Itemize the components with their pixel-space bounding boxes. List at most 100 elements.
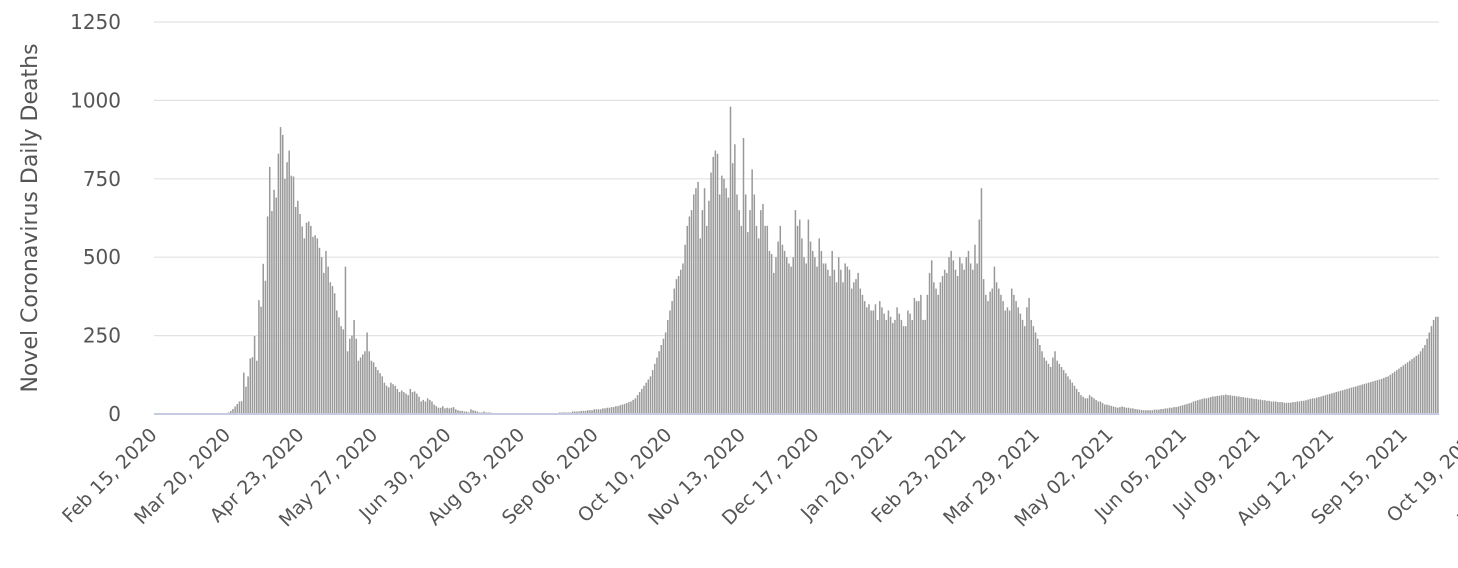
bar (619, 405, 621, 414)
bar (1091, 396, 1093, 414)
bar (954, 269, 957, 414)
bar (1086, 398, 1089, 414)
bar (230, 410, 232, 414)
bar (617, 406, 619, 414)
bar (1430, 326, 1433, 414)
bar (1002, 301, 1004, 414)
bar (1259, 399, 1262, 414)
bar (1112, 406, 1115, 414)
bar (1175, 407, 1177, 414)
bar (662, 338, 665, 414)
bar (933, 282, 935, 414)
bar (1372, 381, 1374, 414)
bar (338, 317, 340, 414)
bar (870, 310, 872, 414)
bar (1034, 332, 1037, 414)
bar (974, 244, 976, 414)
bar (1173, 407, 1175, 414)
bar (987, 301, 989, 414)
bar (1244, 397, 1247, 414)
bar (1354, 386, 1357, 414)
bar (238, 401, 241, 414)
bar (1281, 402, 1283, 414)
bar (266, 216, 269, 414)
bar (781, 244, 784, 414)
bar (939, 282, 942, 414)
bar (814, 257, 816, 414)
bar (1240, 397, 1242, 414)
bar (431, 401, 433, 414)
bar (1147, 410, 1149, 414)
bar (1171, 407, 1173, 414)
bar (786, 257, 788, 414)
bar (1268, 400, 1270, 414)
bar (1015, 301, 1017, 414)
bar (675, 279, 678, 414)
bar (829, 276, 831, 414)
bar (961, 263, 963, 414)
bar (950, 250, 952, 414)
bar (593, 409, 595, 414)
bar (952, 260, 955, 414)
bar (251, 357, 254, 414)
bar (1181, 405, 1184, 414)
bar (245, 386, 247, 414)
bar (658, 351, 660, 414)
y-tick-label: 250 (83, 324, 121, 348)
bar (582, 410, 585, 414)
y-tick-label: 750 (83, 167, 121, 191)
bar (318, 247, 321, 414)
bar (1331, 393, 1333, 414)
bar (690, 210, 693, 414)
bar (344, 266, 347, 414)
bar (1017, 307, 1019, 414)
bar (1272, 401, 1275, 414)
bar (374, 366, 377, 414)
bar (1361, 384, 1363, 414)
bar (1229, 395, 1231, 414)
bar (686, 225, 689, 414)
bar (855, 279, 857, 414)
bar (995, 282, 998, 414)
bar (407, 395, 409, 414)
bar (459, 410, 461, 414)
bar (1075, 388, 1078, 414)
bar (1192, 401, 1195, 414)
bar (1292, 402, 1294, 414)
bar (753, 194, 756, 414)
bar (316, 238, 319, 414)
bar (853, 282, 855, 414)
bar (967, 250, 970, 414)
bar (850, 288, 853, 414)
bar (773, 272, 775, 414)
bar (357, 360, 360, 414)
bar (969, 263, 972, 414)
bar (1058, 363, 1061, 414)
bar (377, 370, 379, 414)
bar (783, 250, 786, 414)
bar (1164, 408, 1167, 414)
bar (866, 307, 868, 414)
bar (820, 250, 823, 414)
bar (937, 294, 939, 414)
bar (846, 266, 849, 414)
bar (680, 269, 682, 414)
bar (297, 200, 299, 414)
bar (1270, 401, 1273, 414)
bar (1246, 397, 1249, 414)
bar (1045, 360, 1048, 414)
bar (439, 407, 442, 414)
bar (294, 207, 297, 414)
bar (1010, 288, 1013, 414)
bar (1261, 400, 1264, 414)
y-tick-label: 1000 (70, 88, 121, 112)
bar (1140, 409, 1143, 414)
bar (1411, 359, 1413, 414)
bar (310, 225, 312, 414)
bar (273, 189, 275, 414)
bar (578, 411, 580, 414)
bar (379, 373, 381, 414)
bar (1419, 351, 1422, 414)
bar (1352, 387, 1355, 414)
bar (840, 269, 842, 414)
